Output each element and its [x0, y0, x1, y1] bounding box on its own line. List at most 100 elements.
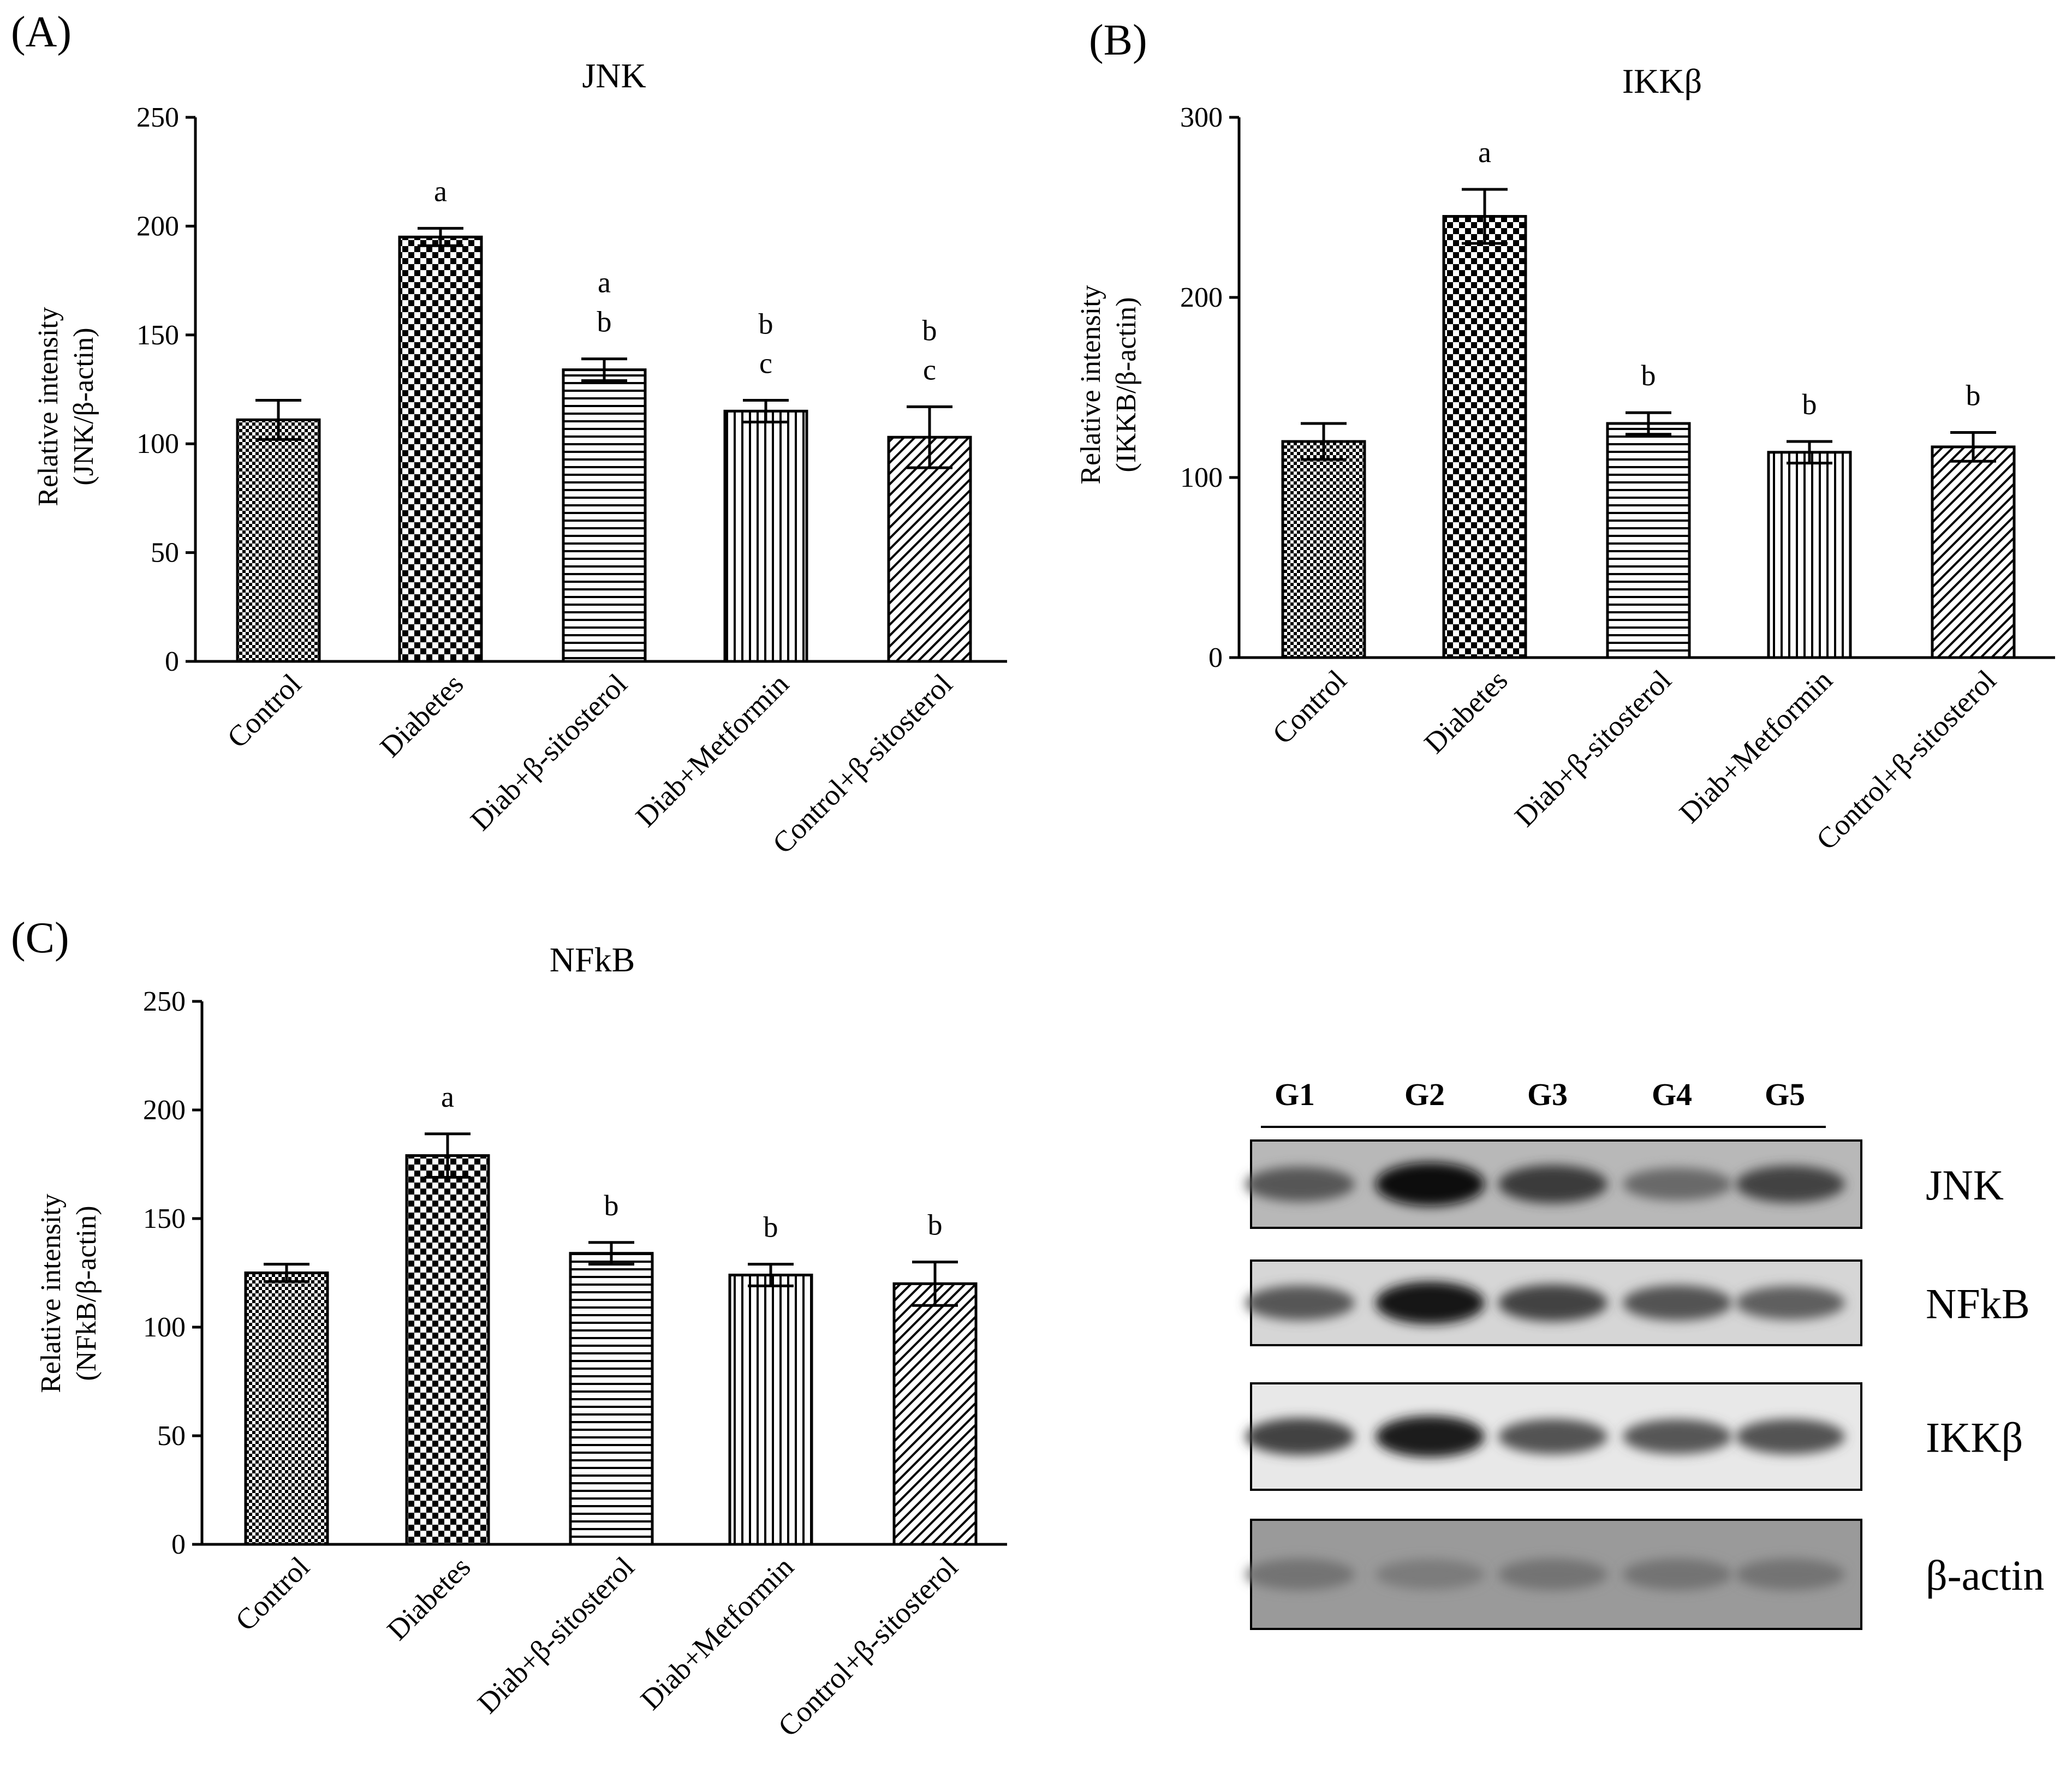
- blot-band: [1623, 1559, 1732, 1590]
- x-tick-label: Control: [1266, 664, 1353, 750]
- panel-label-c: (C): [11, 914, 69, 962]
- significance-label: b: [604, 1189, 619, 1222]
- x-tick-label: Diab+Metformin: [629, 667, 795, 833]
- x-tick-label: Diab+β-sitosterol: [464, 667, 633, 837]
- blot-row-3: β-actin: [1246, 1519, 2044, 1630]
- blot-band: [1623, 1168, 1732, 1201]
- significance-label: b: [759, 307, 773, 340]
- bar-5: [892, 1282, 978, 1546]
- y-tick-label: 0: [171, 1529, 186, 1560]
- blot-band: [1736, 1166, 1845, 1203]
- x-tick-label: Control: [229, 1550, 315, 1637]
- y-axis-label-line1: Relative intensity: [33, 307, 64, 506]
- y-axis-label-line1: Relative intensity: [35, 1193, 67, 1393]
- western-blot: G1 G2 G3 G4 G5 JNK NFkB IKKβ β-actin: [1246, 1077, 2044, 1630]
- y-tick-label: 150: [136, 320, 179, 351]
- significance-label: c: [759, 347, 772, 379]
- x-tick-label: Diab+Metformin: [1673, 664, 1839, 829]
- blot-row-2: IKKβ: [1246, 1382, 2023, 1491]
- bar-2: [405, 1154, 490, 1546]
- chart-nfkb: NFkB Relative intensity (NFkB/β-actin) 0…: [35, 940, 1007, 1743]
- blot-band: [1376, 1162, 1485, 1206]
- y-tick-label: 200: [136, 211, 179, 242]
- chart-title: IKKβ: [1622, 62, 1702, 100]
- bar-3: [569, 1252, 654, 1546]
- blot-band: [1246, 1285, 1355, 1321]
- blot-band: [1736, 1419, 1845, 1454]
- blot-band: [1623, 1285, 1732, 1321]
- blot-row-label: β-actin: [1926, 1551, 2044, 1599]
- y-tick-label: 0: [1208, 642, 1223, 673]
- significance-label: b: [922, 314, 937, 347]
- y-tick-label: 300: [1180, 102, 1223, 133]
- y-tick-label: 150: [143, 1203, 186, 1234]
- blot-band: [1498, 1559, 1607, 1590]
- bar-1: [244, 1271, 329, 1546]
- blot-band: [1498, 1284, 1607, 1322]
- y-tick-label: 0: [165, 646, 179, 677]
- chart-title: JNK: [582, 56, 646, 95]
- y-tick-label: 200: [143, 1095, 186, 1126]
- blot-row-0: JNK: [1246, 1139, 2004, 1229]
- blot-band: [1736, 1559, 1845, 1590]
- y-tick-label: 50: [151, 538, 179, 569]
- significance-label: b: [764, 1211, 778, 1244]
- blot-band: [1246, 1418, 1355, 1455]
- blot-band: [1736, 1286, 1845, 1320]
- x-tick-label: Diabetes: [380, 1550, 477, 1646]
- y-tick-label: 250: [143, 986, 186, 1017]
- bar-2: [1442, 215, 1527, 659]
- lane-label-g5: G5: [1765, 1077, 1805, 1112]
- chart-ikkb: IKKβ Relative intensity (IKKB/β-actin) 0…: [1075, 62, 2055, 856]
- blot-band: [1376, 1559, 1485, 1590]
- bar-3: [562, 368, 647, 663]
- x-tick-label: Control+β-sitosterol: [1810, 664, 2003, 856]
- y-tick-label: 200: [1180, 282, 1223, 313]
- y-tick-label: 100: [1180, 462, 1223, 493]
- x-tick-label: Control: [221, 667, 307, 754]
- significance-label: a: [434, 175, 447, 207]
- bar-5: [1931, 445, 2016, 659]
- x-tick-label: Diabetes: [373, 667, 469, 763]
- significance-label: a: [598, 266, 611, 299]
- significance-label: a: [1478, 136, 1491, 169]
- lane-label-g1: G1: [1275, 1077, 1315, 1112]
- lane-label-g4: G4: [1652, 1077, 1692, 1112]
- y-tick-label: 50: [157, 1420, 186, 1452]
- panel-label-a: (A): [11, 8, 72, 56]
- bar-2: [398, 235, 483, 663]
- blot-row-label: JNK: [1926, 1161, 2004, 1209]
- x-tick-label: Diab+β-sitosterol: [1508, 664, 1677, 833]
- blot-row-1: NFkB: [1246, 1259, 2030, 1346]
- significance-label: b: [1966, 379, 1981, 412]
- x-tick-label: Diabetes: [1418, 664, 1514, 760]
- bar-4: [728, 1273, 813, 1546]
- chart-jnk: JNK Relative intensity (JNK/β-actin) 0 50…: [33, 56, 1007, 860]
- y-tick-label: 100: [143, 1312, 186, 1343]
- x-tick-label: Control+β-sitosterol: [772, 1550, 964, 1743]
- y-tick-label: 100: [136, 428, 179, 459]
- lane-label-g2: G2: [1404, 1077, 1445, 1112]
- blot-band: [1376, 1281, 1485, 1324]
- blot-band: [1246, 1559, 1355, 1590]
- y-axis-label-line2: (NFkB/β-actin): [71, 1205, 102, 1381]
- y-tick-label: 250: [136, 102, 179, 133]
- y-axis-label-line2: (IKKB/β-actin): [1111, 297, 1142, 472]
- bar-3: [1606, 422, 1691, 659]
- bar-4: [1767, 451, 1852, 659]
- chart-title: NFkB: [550, 940, 635, 979]
- blot-band: [1246, 1167, 1355, 1202]
- blot-band: [1498, 1165, 1607, 1203]
- significance-label: b: [928, 1209, 943, 1241]
- significance-label: b: [1802, 388, 1817, 421]
- blot-band: [1623, 1419, 1732, 1454]
- bar-4: [723, 409, 808, 663]
- bar-1: [1281, 440, 1366, 659]
- significance-label: a: [441, 1080, 454, 1113]
- lane-label-g3: G3: [1527, 1077, 1568, 1112]
- significance-label: b: [597, 306, 612, 338]
- blot-band: [1376, 1416, 1485, 1458]
- blot-row-label: IKKβ: [1926, 1414, 2023, 1461]
- blot-band: [1498, 1419, 1607, 1454]
